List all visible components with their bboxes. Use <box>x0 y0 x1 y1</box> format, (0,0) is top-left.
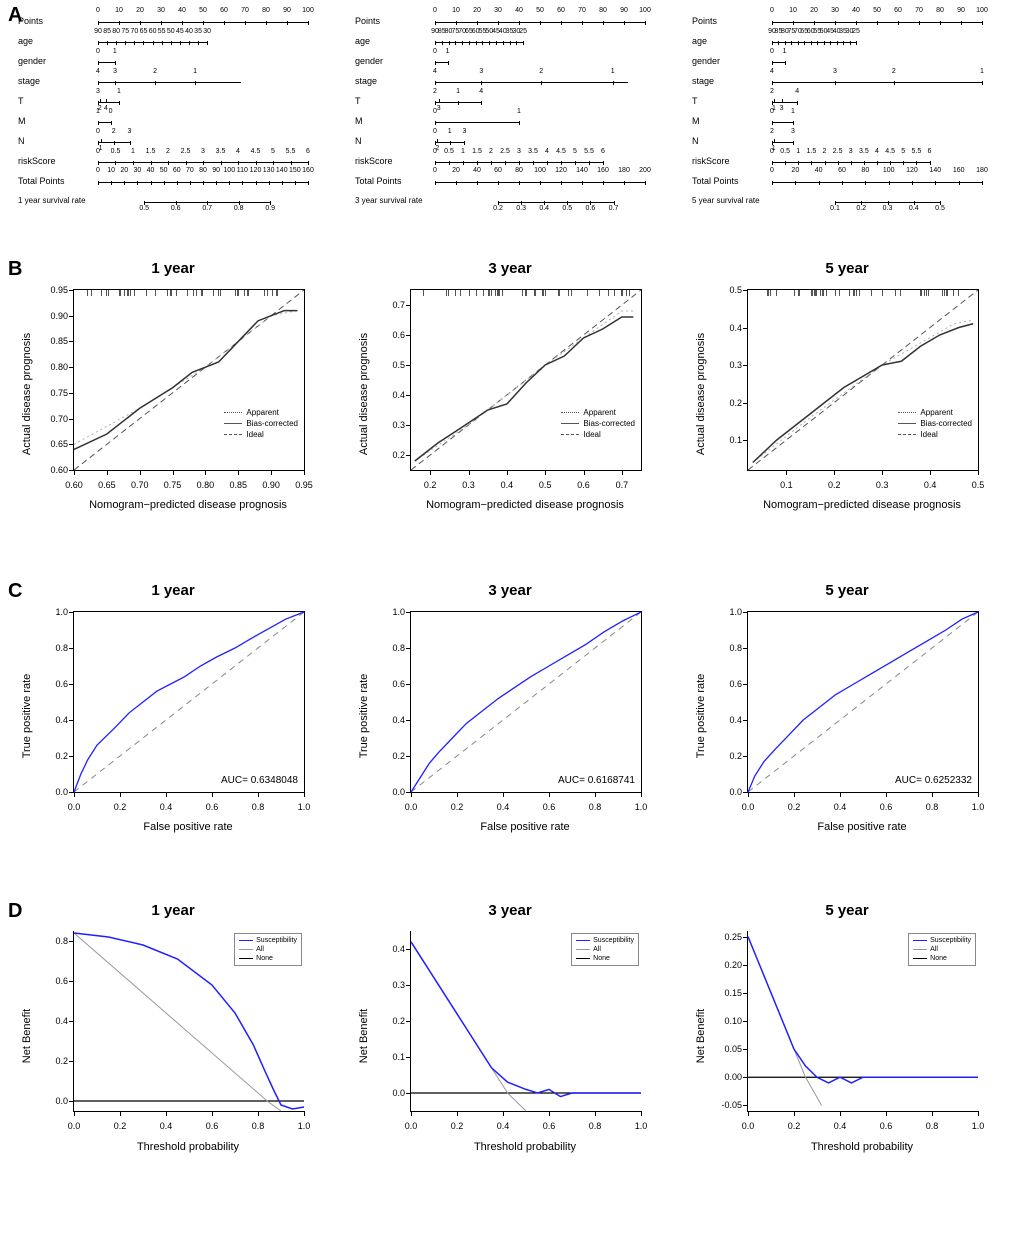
row-b: 1 yearActual disease prognosisNomogram−p… <box>0 260 1020 509</box>
calibration-1: 1 yearActual disease prognosisNomogram−p… <box>18 260 328 509</box>
dca-3: 5 yearNet BenefitThreshold probability0.… <box>692 902 1002 1151</box>
row-a: Points0102030405060708090100age908580757… <box>0 12 1020 232</box>
dca-2: 3 yearNet BenefitThreshold probability0.… <box>355 902 665 1151</box>
calibration-2: 3 yearActual disease prognosisNomogram−p… <box>355 260 665 509</box>
roc-2: 3 yearTrue positive rateFalse positive r… <box>355 582 665 831</box>
nomogram-2: Points0102030405060708090100age908580757… <box>355 12 665 232</box>
row-d: 1 yearNet BenefitThreshold probability0.… <box>0 902 1020 1151</box>
roc-3: 5 yearTrue positive rateFalse positive r… <box>692 582 1002 831</box>
nomogram-1: Points0102030405060708090100age908580757… <box>18 12 328 232</box>
row-c: 1 yearTrue positive rateFalse positive r… <box>0 582 1020 831</box>
nomogram-3: Points0102030405060708090100age908580757… <box>692 12 1002 232</box>
figure: A B C D Points0102030405060708090100age9… <box>0 0 1020 1248</box>
dca-1: 1 yearNet BenefitThreshold probability0.… <box>18 902 328 1151</box>
calibration-3: 5 yearActual disease prognosisNomogram−p… <box>692 260 1002 509</box>
roc-1: 1 yearTrue positive rateFalse positive r… <box>18 582 328 831</box>
